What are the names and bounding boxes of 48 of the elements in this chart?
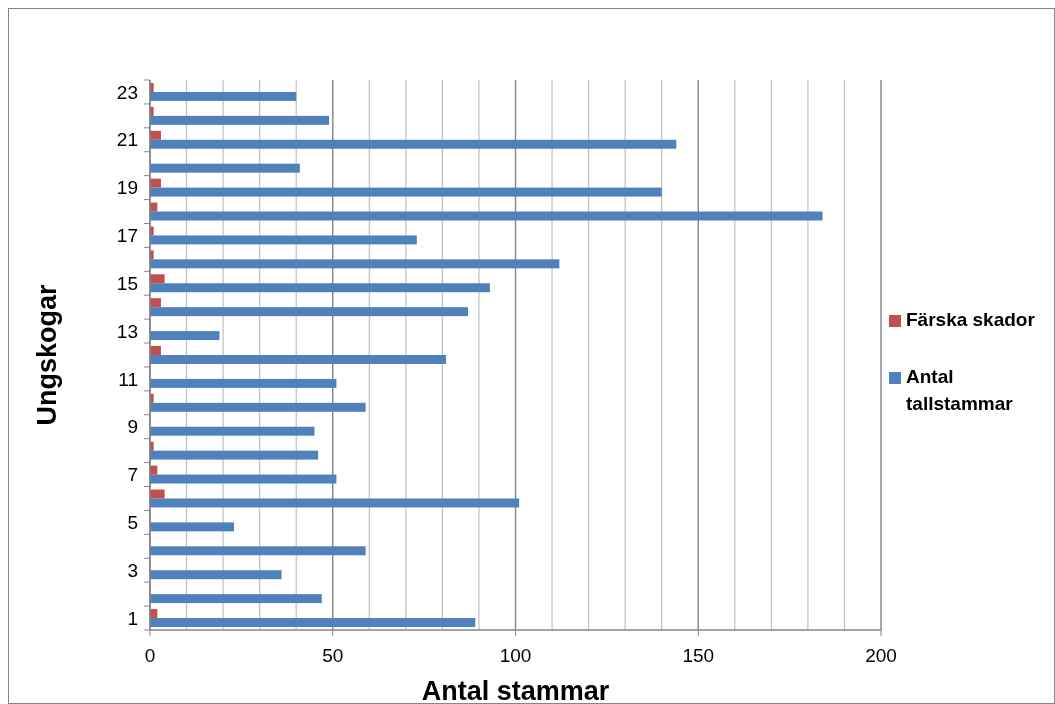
x-tick-label: 50 <box>322 645 344 666</box>
bar <box>150 426 315 436</box>
bar <box>150 618 476 628</box>
y-tick-label: 19 <box>116 177 138 199</box>
y-tick-label: 21 <box>116 129 138 151</box>
legend-label: Antal tallstammar <box>906 366 1014 414</box>
y-tick-label: 23 <box>116 81 138 103</box>
y-tick-label: 11 <box>118 368 138 390</box>
bar <box>150 498 520 508</box>
bar <box>150 474 337 484</box>
x-tick-label: 0 <box>144 645 156 666</box>
bar <box>150 259 560 269</box>
bar <box>150 594 322 604</box>
bar <box>150 235 417 245</box>
x-axis-title: Antal stammar <box>421 676 610 704</box>
y-axis-title: Ungskogar <box>32 284 62 426</box>
y-tick-label: 7 <box>127 464 138 486</box>
bar <box>150 570 282 580</box>
bar <box>150 91 297 101</box>
bar <box>150 378 337 388</box>
bar <box>150 178 161 188</box>
y-tick-label: 15 <box>116 272 138 294</box>
bar <box>150 187 662 197</box>
x-tick-label: 150 <box>682 645 715 666</box>
bar <box>150 274 165 284</box>
bar <box>150 163 300 173</box>
bar <box>150 346 161 355</box>
y-tick-label: 5 <box>127 512 138 534</box>
bar <box>150 355 447 364</box>
bar <box>150 115 330 125</box>
x-tick-label: 100 <box>499 645 532 666</box>
bar <box>150 546 366 556</box>
legend-label: Färska skador <box>906 309 1036 330</box>
bar <box>150 331 220 341</box>
y-tick-label: 17 <box>116 225 138 247</box>
bar <box>150 139 677 149</box>
bar <box>150 307 468 317</box>
bar <box>150 450 319 460</box>
y-tick-label: 3 <box>127 559 138 581</box>
bar <box>150 130 161 140</box>
x-tick-label: 200 <box>865 645 897 666</box>
y-tick-label: 13 <box>116 320 138 342</box>
bar <box>150 283 490 293</box>
y-tick-label: 9 <box>127 416 138 438</box>
bar <box>150 402 366 412</box>
bar <box>150 522 235 532</box>
bar <box>150 298 161 308</box>
y-tick-label: 1 <box>127 607 138 629</box>
